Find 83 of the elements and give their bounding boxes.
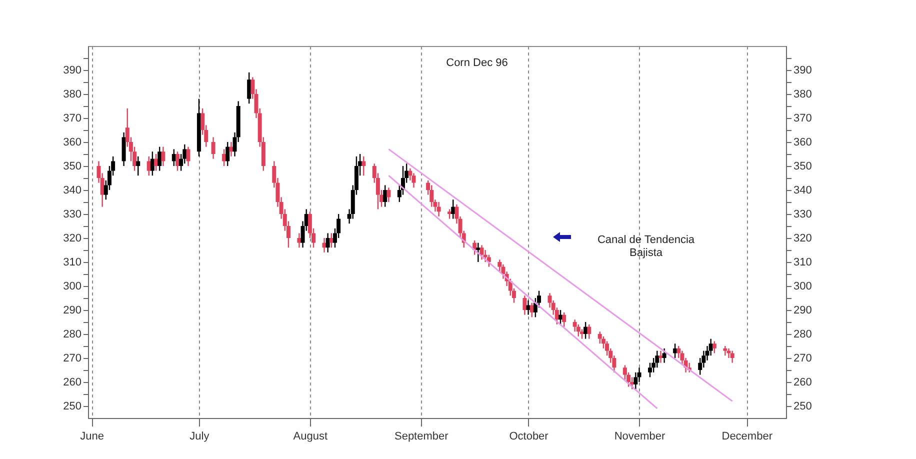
y2-tick-label: 370 — [794, 112, 812, 124]
y-tick-label: 340 — [63, 184, 82, 196]
candlestick — [522, 295, 527, 316]
candlestick — [562, 312, 566, 328]
y2-tick-label: 390 — [794, 64, 812, 76]
candlestick — [386, 187, 391, 203]
x-tick-label: July — [190, 430, 210, 442]
candlestick — [329, 232, 334, 248]
x-tick-label: November — [614, 430, 666, 442]
candlestick — [247, 72, 252, 104]
y-tick-label: 320 — [63, 232, 82, 244]
y-tick-label: 380 — [63, 88, 82, 100]
y-tick-label: 270 — [63, 352, 82, 364]
candlestick — [723, 345, 728, 356]
candlestick — [436, 201, 441, 217]
candlestick — [158, 146, 162, 172]
x-tick-label: August — [293, 430, 328, 442]
x-tick-label: December — [722, 430, 773, 442]
candlestick — [211, 136, 216, 160]
candlestick — [580, 328, 584, 340]
y-tick-label: 280 — [63, 328, 82, 340]
y-tick-label: 300 — [63, 280, 82, 292]
y-tick-label: 360 — [63, 136, 82, 148]
x-tick-label: June — [80, 430, 104, 442]
candlestick — [655, 350, 660, 368]
candlestick — [229, 141, 234, 157]
y2-tick-label: 320 — [794, 232, 812, 244]
candlestick — [526, 300, 530, 316]
candlestick — [634, 372, 638, 390]
candlestick — [486, 254, 491, 268]
candlestick — [322, 237, 326, 253]
annotation: Canal de Tendencia Bajista — [597, 234, 696, 259]
candlestick — [576, 324, 580, 337]
candlestick — [146, 156, 151, 176]
y2-tick-label: 350 — [794, 160, 812, 172]
y-tick-label: 310 — [63, 256, 82, 268]
candlestick — [662, 348, 666, 364]
y2-tick-label: 340 — [794, 184, 812, 196]
y-tick-label: 250 — [63, 400, 82, 412]
y-tick-label: 290 — [63, 304, 82, 316]
y-tick-label: 370 — [63, 112, 82, 124]
candlestick — [186, 146, 190, 167]
y-tick-label: 390 — [63, 64, 82, 76]
y2-tick-label: 260 — [794, 376, 812, 388]
candlestick — [648, 362, 652, 378]
y2-tick-label: 270 — [794, 352, 812, 364]
candlestick — [122, 132, 126, 167]
candlestick — [730, 350, 734, 364]
candlestick — [448, 208, 452, 220]
candlestick — [708, 338, 713, 356]
y2-tick-label: 330 — [794, 208, 812, 220]
candlestick — [530, 302, 534, 318]
x-tick-label: September — [394, 430, 449, 442]
candlestick — [412, 172, 416, 188]
candlestick — [362, 156, 366, 176]
y2-tick-label: 360 — [794, 136, 812, 148]
y-tick-label: 330 — [63, 208, 82, 220]
candlestick — [712, 340, 716, 354]
x-tick-label: October — [509, 430, 549, 442]
y2-tick-label: 250 — [794, 400, 812, 412]
candlestick — [598, 331, 602, 344]
candlestick — [587, 324, 592, 340]
y-tick-label: 260 — [63, 376, 82, 388]
y2-tick-label: 380 — [794, 88, 812, 100]
candlestick — [326, 232, 330, 253]
candlestick — [161, 146, 166, 167]
y-tick-label: 350 — [63, 160, 82, 172]
candlestick — [658, 350, 663, 364]
candlestick — [476, 242, 480, 263]
candlestick — [136, 156, 140, 176]
candlestick — [430, 184, 434, 208]
y2-tick-label: 310 — [794, 256, 812, 268]
candlestick — [480, 244, 484, 260]
candlestick — [175, 151, 180, 172]
y2-tick-label: 290 — [794, 304, 812, 316]
candlestick — [226, 141, 230, 167]
candlestick — [150, 151, 154, 176]
y2-tick-label: 280 — [794, 328, 812, 340]
text: Corn Dec 96 — [446, 57, 508, 69]
candlestick — [572, 319, 577, 332]
candlestick — [383, 184, 388, 208]
y2-tick-label: 300 — [794, 280, 812, 292]
candlestick — [297, 232, 302, 248]
